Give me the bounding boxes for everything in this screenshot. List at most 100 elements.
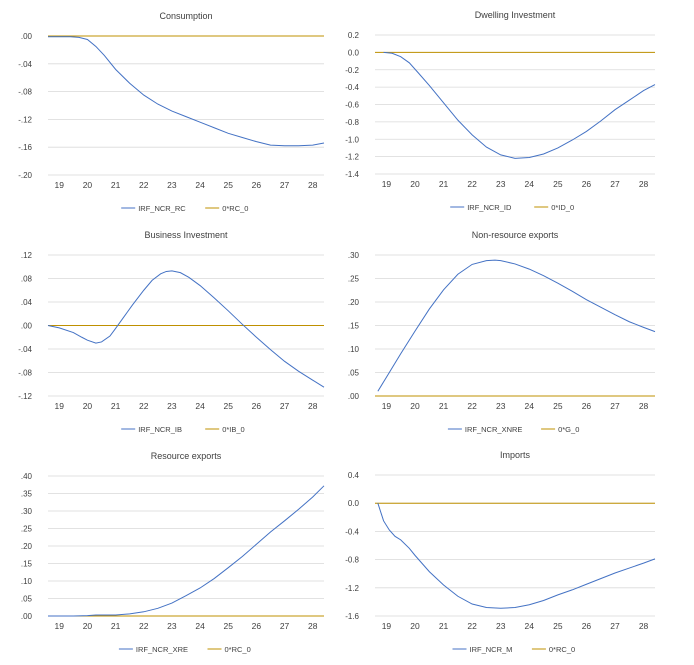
x-tick-label: 27 xyxy=(610,401,620,411)
y-tick-label: .30 xyxy=(21,507,33,516)
chart-panel-3: Non-resource exports .30 .25 .20 .15 .10 .05 .0… xyxy=(348,230,656,434)
y-tick-label: .00 xyxy=(21,32,33,41)
x-tick-label: 21 xyxy=(111,180,121,190)
chart-title: Non-resource exports xyxy=(472,230,559,240)
x-tick-label: 27 xyxy=(280,180,290,190)
x-tick-label: 28 xyxy=(639,401,649,411)
x-tick-label: 25 xyxy=(553,621,563,631)
chart-title: Dwelling Investment xyxy=(475,10,556,20)
x-tick-label: 23 xyxy=(496,621,506,631)
x-tick-label: 20 xyxy=(410,621,420,631)
x-tick-label: 28 xyxy=(639,621,649,631)
x-tick-label: 28 xyxy=(639,179,649,189)
series-line-irf-ncr-xre xyxy=(48,485,325,617)
x-tick-label: 27 xyxy=(610,621,620,631)
y-tick-label: -.12 xyxy=(18,392,32,401)
y-tick-label: .00 xyxy=(348,392,360,401)
x-tick-label: 24 xyxy=(195,621,205,631)
y-tick-label: -1.6 xyxy=(345,612,359,621)
x-tick-label: 23 xyxy=(167,180,177,190)
y-tick-label: .05 xyxy=(348,369,360,378)
series-line-irf-ncr-xnre xyxy=(377,259,656,392)
x-tick-label: 21 xyxy=(111,621,121,631)
series-line-irf-ncr-id xyxy=(383,51,656,159)
x-tick-label: 21 xyxy=(439,179,449,189)
chart-title: Consumption xyxy=(159,11,212,21)
y-tick-label: .20 xyxy=(21,542,33,551)
x-tick-label: 21 xyxy=(111,401,121,411)
legend-label: 0*IB_0 xyxy=(222,425,245,434)
y-tick-label: .10 xyxy=(348,345,360,354)
x-tick-label: 26 xyxy=(582,621,592,631)
legend: IRF_NCR_IB 0*IB_0 xyxy=(121,425,245,434)
x-tick-label: 27 xyxy=(280,401,290,411)
y-tick-label: .12 xyxy=(21,251,33,260)
legend-label: IRF_NCR_RC xyxy=(138,204,186,213)
x-tick-label: 21 xyxy=(439,621,449,631)
series-line-irf-ncr-rc xyxy=(48,36,325,147)
x-tick-label: 25 xyxy=(224,401,234,411)
y-tick-label: .20 xyxy=(348,298,360,307)
legend: IRF_NCR_ID 0*ID_0 xyxy=(450,203,574,212)
x-tick-label: 20 xyxy=(410,401,420,411)
x-tick-label: 24 xyxy=(525,621,535,631)
x-tick-label: 24 xyxy=(525,179,535,189)
y-tick-label: -.04 xyxy=(18,345,32,354)
x-tick-label: 20 xyxy=(83,401,93,411)
chart-title: Imports xyxy=(500,450,531,460)
y-tick-label: -0.6 xyxy=(345,101,359,110)
y-tick-label: .30 xyxy=(348,251,360,260)
x-tick-label: 26 xyxy=(252,621,262,631)
y-tick-label: .25 xyxy=(21,525,33,534)
x-tick-label: 19 xyxy=(55,621,65,631)
legend-label: IRF_NCR_M xyxy=(470,645,513,654)
y-tick-label: -0.2 xyxy=(345,66,359,75)
x-tick-label: 28 xyxy=(308,180,318,190)
legend: IRF_NCR_M 0*RC_0 xyxy=(452,645,575,654)
y-tick-label: .40 xyxy=(21,472,33,481)
y-tick-label: -1.4 xyxy=(345,170,359,179)
legend-label: 0*RC_0 xyxy=(225,645,251,654)
y-tick-label: -1.0 xyxy=(345,135,359,144)
x-tick-label: 22 xyxy=(139,621,149,631)
y-tick-label: -.04 xyxy=(18,60,32,69)
chart-panel-0: Consumption .00 -.04 -.08 -.12 -.16 -.20 19 20 21… xyxy=(18,11,325,213)
x-tick-label: 24 xyxy=(195,180,205,190)
y-tick-label: .35 xyxy=(21,490,33,499)
x-tick-label: 28 xyxy=(308,401,318,411)
x-tick-label: 24 xyxy=(525,401,535,411)
legend-label: IRF_NCR_ID xyxy=(467,203,512,212)
x-tick-label: 22 xyxy=(139,180,149,190)
x-tick-label: 22 xyxy=(139,401,149,411)
legend-label: 0*G_0 xyxy=(558,425,579,434)
legend-label: IRF_NCR_XNRE xyxy=(465,425,523,434)
y-tick-label: -.08 xyxy=(18,369,32,378)
x-tick-label: 27 xyxy=(610,179,620,189)
x-tick-label: 23 xyxy=(167,401,177,411)
y-tick-label: -0.8 xyxy=(345,556,359,565)
chart-panel-2: Business Investment .12 .08 .04 .00 -.04 -.08 -… xyxy=(18,230,325,434)
chart-title: Resource exports xyxy=(151,451,222,461)
y-tick-label: 0.2 xyxy=(348,31,360,40)
chart-title: Business Investment xyxy=(144,230,228,240)
y-tick-label: -.12 xyxy=(18,115,32,124)
legend: IRF_NCR_XNRE 0*G_0 xyxy=(447,425,579,434)
y-tick-label: .00 xyxy=(21,612,33,621)
legend-label: 0*RC_0 xyxy=(222,204,248,213)
x-tick-label: 23 xyxy=(167,621,177,631)
x-tick-label: 26 xyxy=(582,179,592,189)
chart-panel-4: Resource exports .40 .35 .30 .25 .20 .15 .10 .05… xyxy=(21,451,325,654)
x-tick-label: 25 xyxy=(553,179,563,189)
x-tick-label: 25 xyxy=(224,621,234,631)
y-tick-label: .04 xyxy=(21,298,33,307)
x-tick-label: 26 xyxy=(582,401,592,411)
y-tick-label: -.20 xyxy=(18,171,32,180)
x-tick-label: 24 xyxy=(195,401,205,411)
x-tick-label: 27 xyxy=(280,621,290,631)
x-tick-label: 19 xyxy=(382,401,392,411)
legend: IRF_NCR_RC 0*RC_0 xyxy=(121,204,248,213)
x-tick-label: 26 xyxy=(252,401,262,411)
y-tick-label: 0.0 xyxy=(348,499,360,508)
x-tick-label: 26 xyxy=(252,180,262,190)
